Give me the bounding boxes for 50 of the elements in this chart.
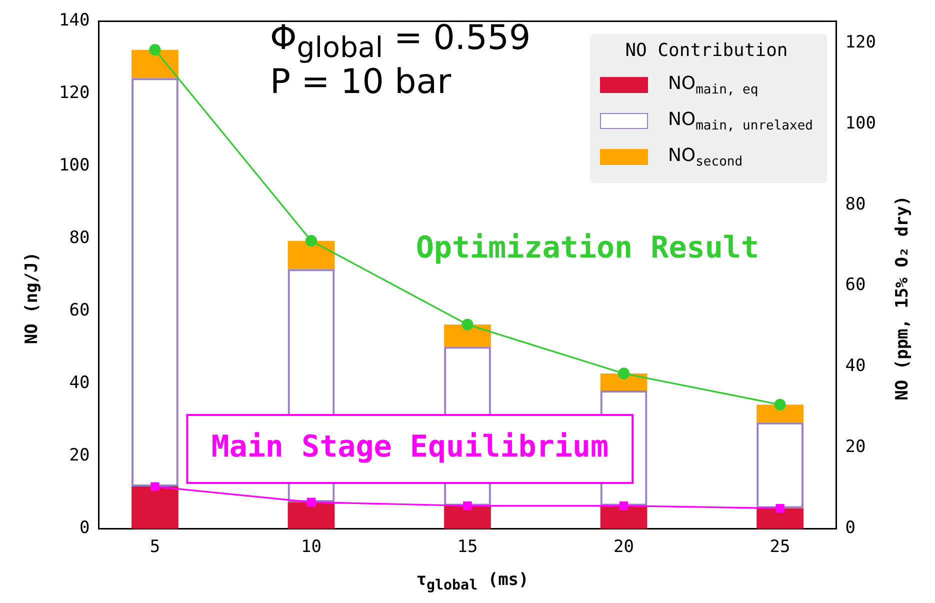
point [463, 501, 472, 510]
y-tick-label: 0 [79, 518, 90, 538]
point [619, 501, 628, 510]
x-tick-label: 10 [300, 537, 322, 558]
point [774, 398, 786, 410]
point [462, 318, 474, 330]
y-tick-label: 140 [58, 10, 90, 31]
legend-label: NO$_{main, eq}$ [668, 72, 758, 98]
point [306, 498, 316, 506]
y-tick-label: 20 [69, 446, 90, 466]
bar [444, 324, 491, 347]
y-tick-label: 40 [69, 373, 90, 394]
bar [288, 240, 335, 270]
y2-tick-label: 20 [845, 437, 866, 458]
legend-title: NO Contribution [624, 40, 789, 61]
point [618, 368, 630, 380]
bar [600, 506, 648, 529]
series-label: Main Stage Equilibrium [211, 430, 609, 465]
y2-tick-label: 120 [845, 32, 876, 52]
point [150, 482, 160, 491]
point [776, 504, 784, 513]
point [149, 44, 161, 56]
x-tick-label: 20 [614, 537, 634, 558]
bar [756, 508, 804, 529]
x-tick-label: 25 [770, 537, 790, 558]
legend-label: NO$_{second}$ [668, 144, 743, 170]
bar [288, 502, 335, 529]
bar [132, 50, 178, 78]
bar [444, 506, 491, 529]
bar [756, 404, 804, 422]
annotation: P = 10 bar [270, 62, 452, 104]
y-axis-title: NO (ng/J) [22, 252, 42, 344]
annotation: Φ$_{global}$ = 0.559 [270, 18, 531, 64]
point [305, 235, 318, 247]
y-tick-label: 100 [58, 156, 90, 176]
y2-tick-label: 40 [845, 356, 866, 376]
y-tick-label: 60 [69, 300, 90, 321]
y2-tick-label: 100 [845, 113, 876, 134]
y2-tick-label: 60 [845, 275, 866, 296]
y-tick-label: 80 [69, 228, 90, 248]
x-axis-title: τ$_{global}$ (ms) [415, 570, 530, 593]
y-tick-label: 120 [58, 83, 90, 104]
series-label: Optimization Result [416, 230, 760, 266]
x-tick-label: 5 [150, 537, 160, 558]
y2-axis-title: NO (ppm, 15% O₂ dry) [893, 196, 913, 400]
y2-tick-label: 0 [845, 518, 856, 538]
bar [132, 486, 178, 529]
y2-tick-label: 80 [845, 194, 866, 214]
legend-label: NO$_{main, unrelaxed}$ [668, 108, 813, 134]
x-tick-label: 15 [457, 537, 478, 558]
